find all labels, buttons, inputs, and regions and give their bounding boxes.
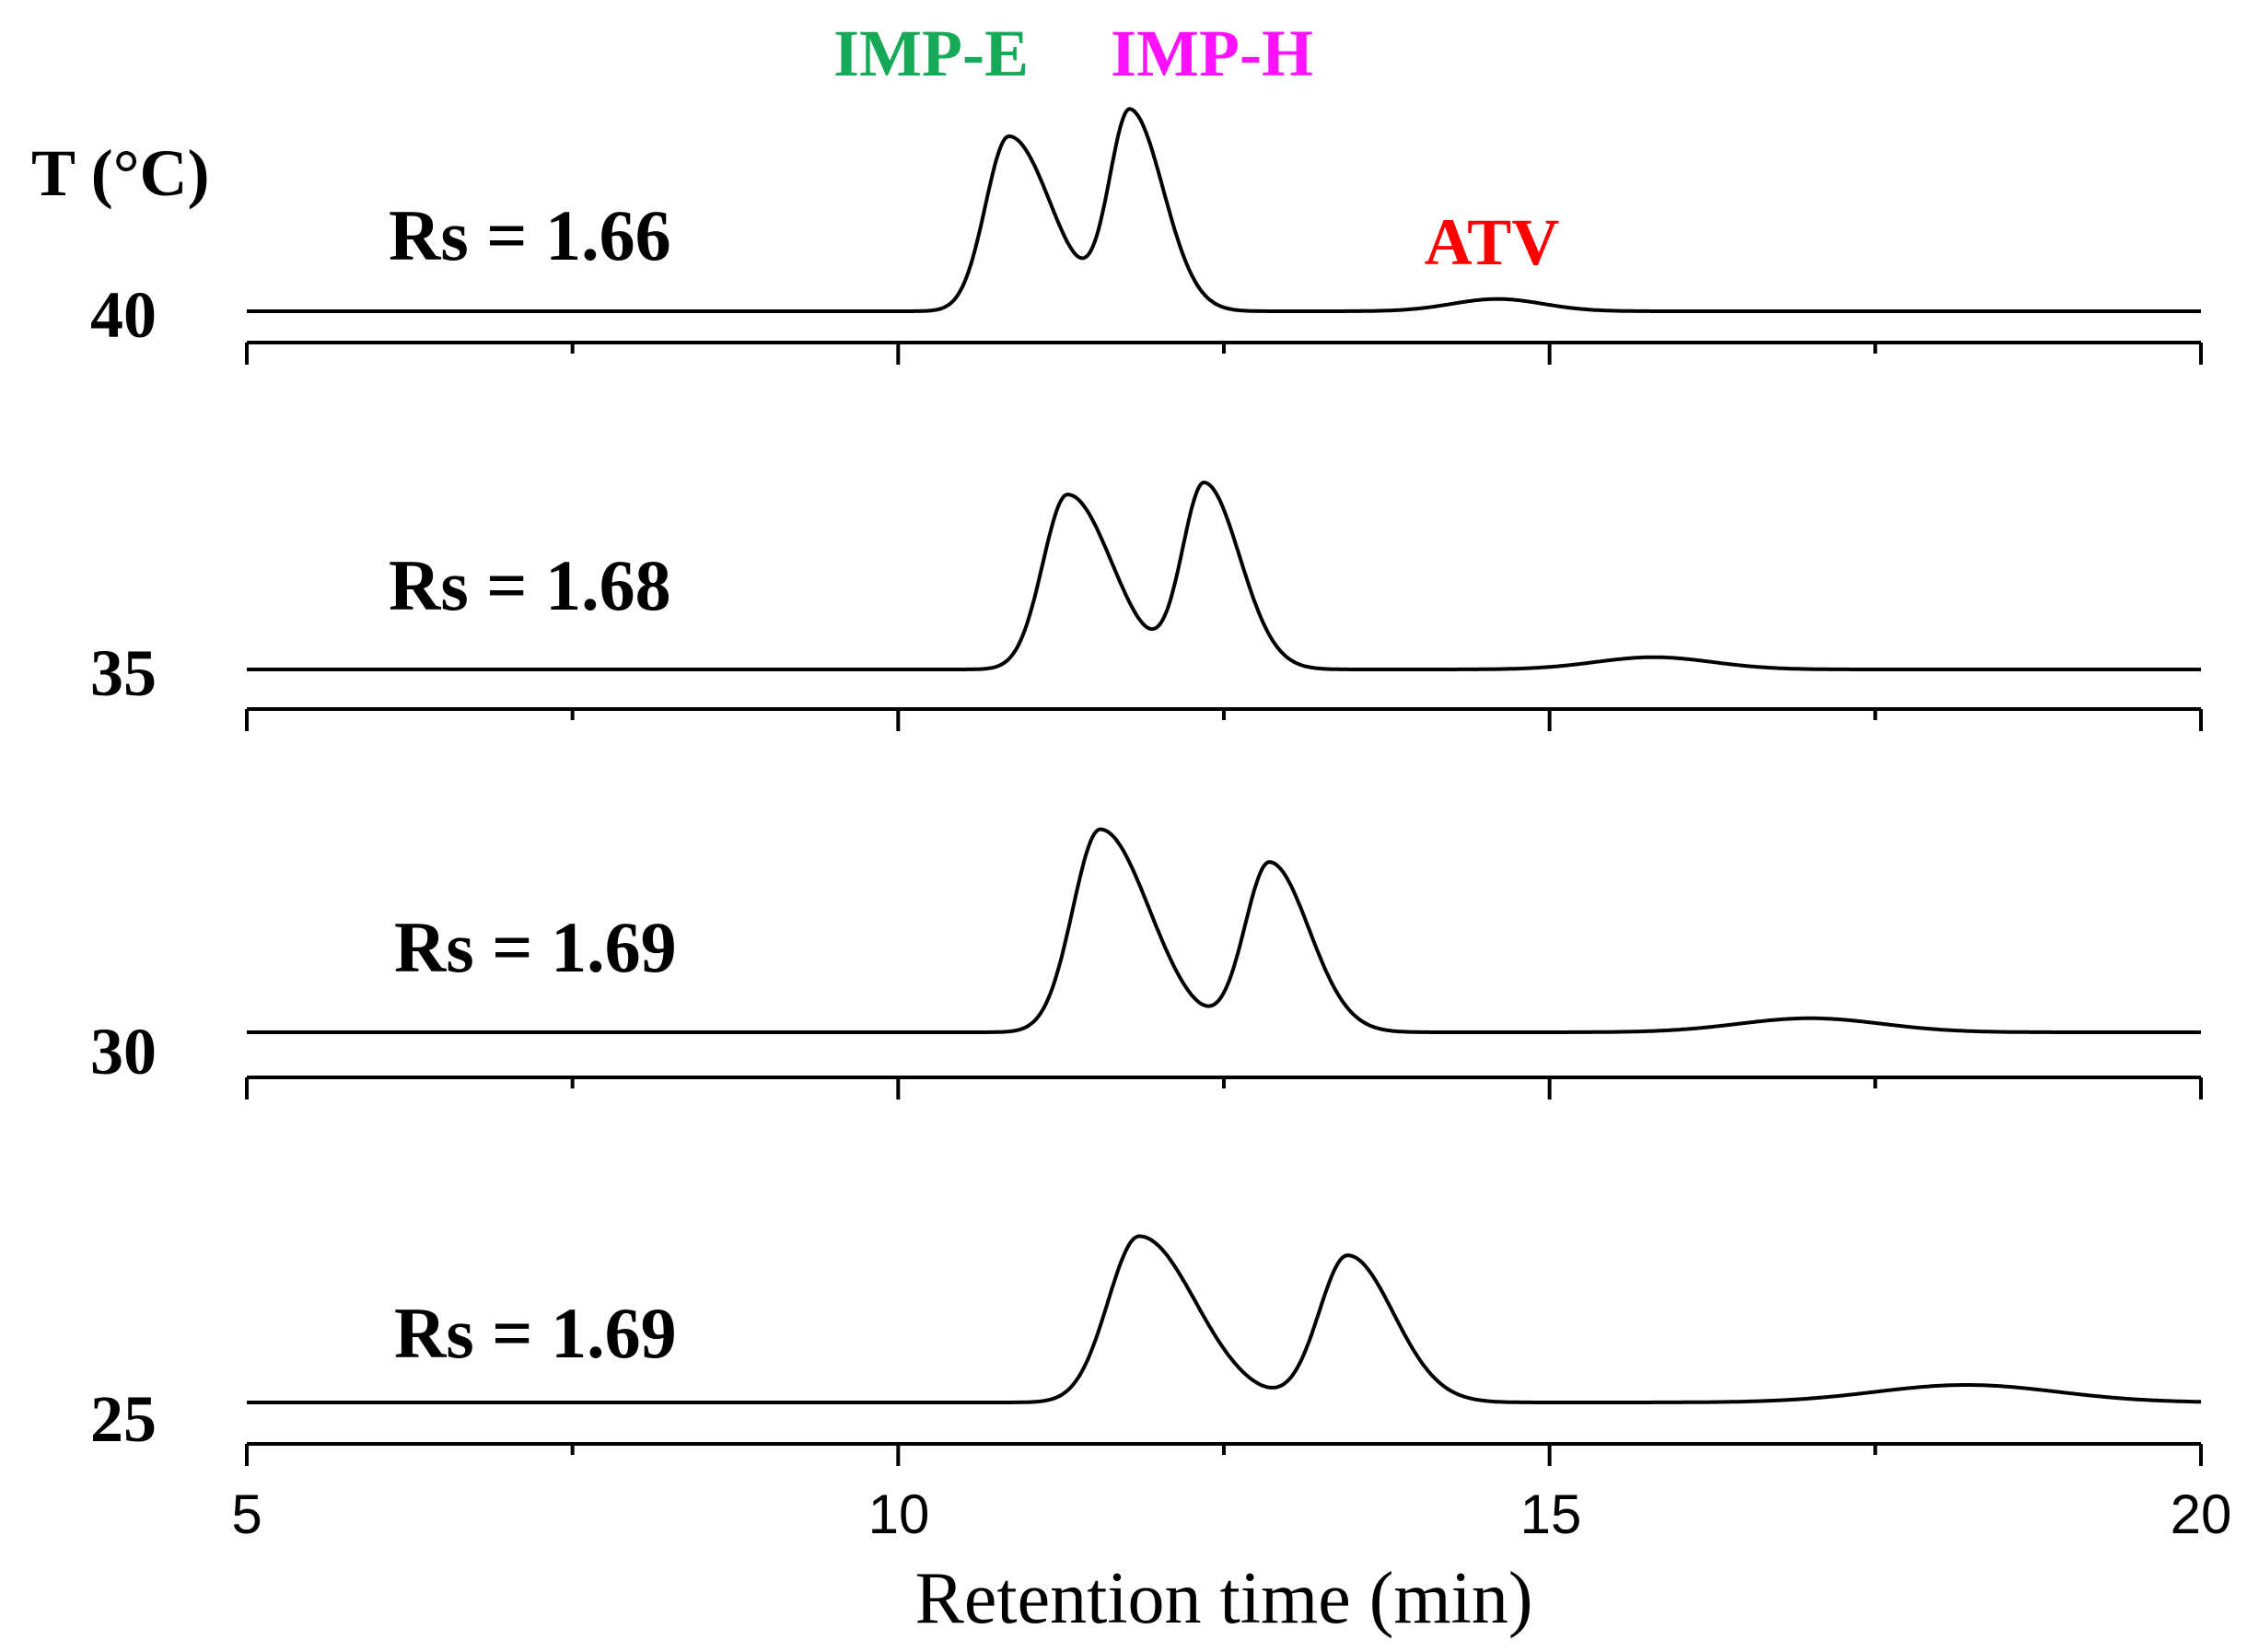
temperature-label-35: 35 (90, 636, 157, 710)
resolution-label-40: Rs = 1.66 (389, 195, 671, 275)
x-tick-label-20: 20 (2171, 1483, 2232, 1545)
peak-label-imp-h: IMP-H (1111, 17, 1313, 90)
peak-label-imp-e: IMP-E (833, 17, 1029, 90)
x-axis-title: Retention time (min) (915, 1558, 1533, 1639)
chromatogram-trace-40 (246, 107, 2202, 313)
temperature-label-30: 30 (90, 1015, 157, 1088)
resolution-label-35: Rs = 1.68 (389, 545, 671, 625)
chromatogram-trace-30 (246, 827, 2202, 1034)
resolution-label-25: Rs = 1.69 (394, 1293, 677, 1373)
temperature-label-40: 40 (90, 278, 157, 352)
resolution-label-30: Rs = 1.69 (394, 907, 677, 987)
peak-label-atv: ATV (1425, 205, 1560, 279)
chromatogram-trace-35 (246, 480, 2202, 671)
temperature-label-25: 25 (90, 1382, 157, 1456)
y-axis-title: T (°C) (31, 136, 209, 210)
x-tick-label-15: 15 (1520, 1483, 1582, 1545)
chromatogram-trace-25 (246, 1234, 2202, 1404)
x-tick-label-10: 10 (868, 1483, 930, 1545)
x-tick-label-5: 5 (231, 1483, 262, 1545)
